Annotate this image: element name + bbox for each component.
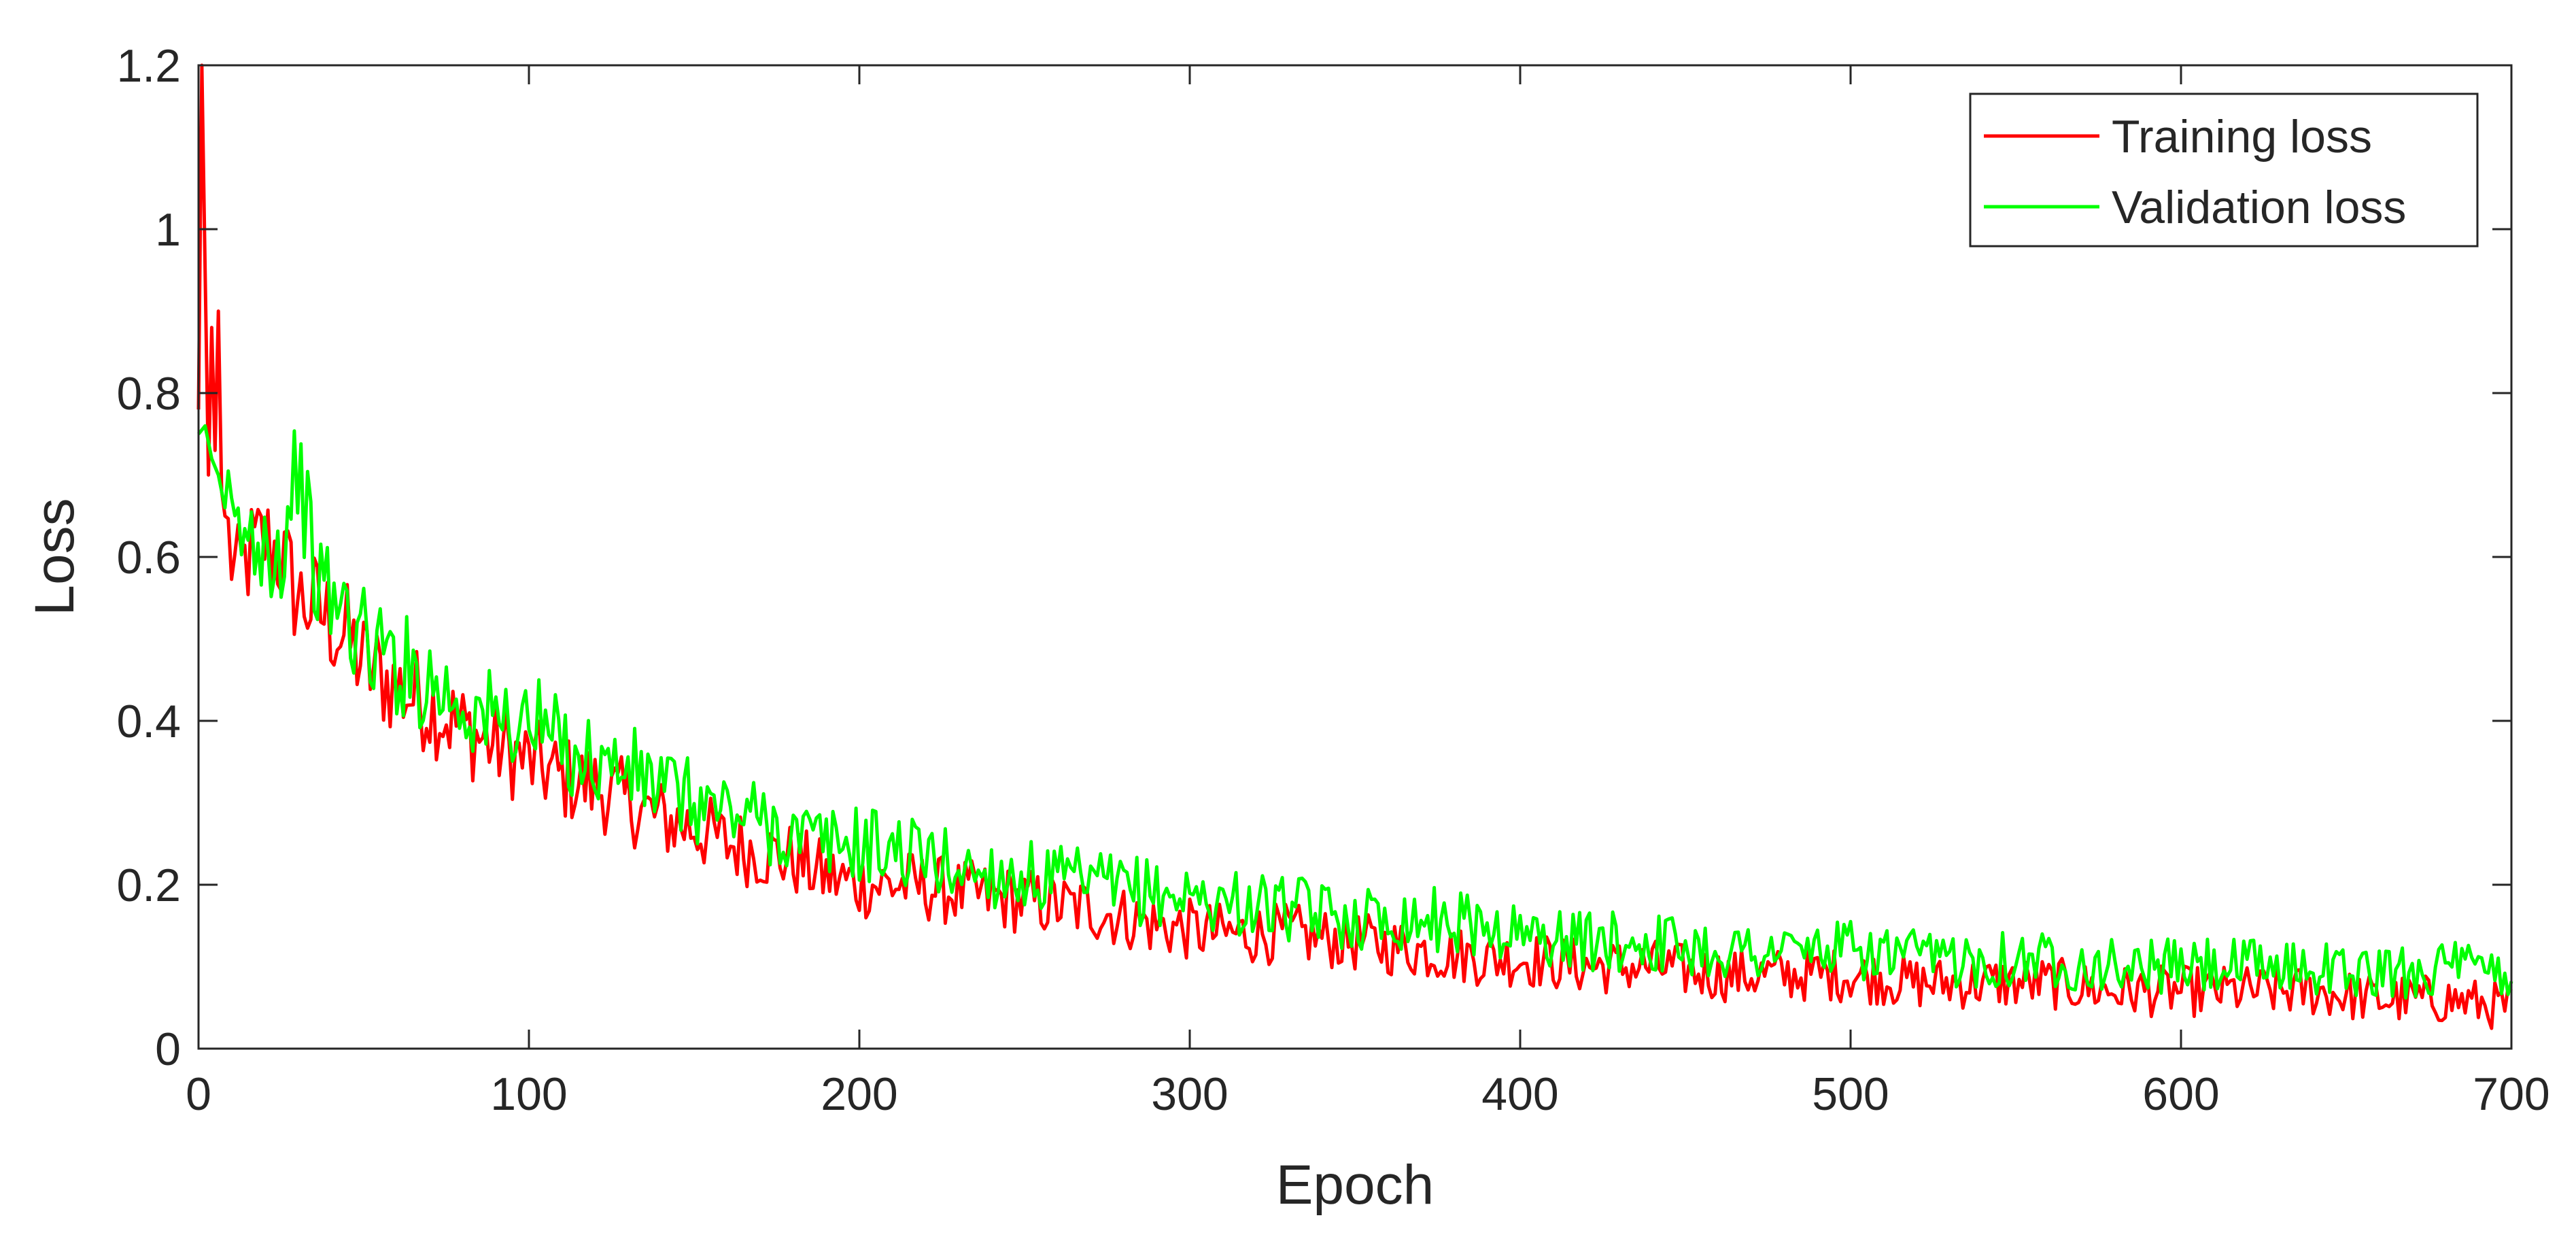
x-tick-label: 200 [821, 1068, 897, 1120]
y-tick-label: 0.8 [116, 368, 181, 420]
series-line-validation-loss [197, 424, 2513, 1000]
x-tick-label: 400 [1481, 1068, 1558, 1120]
x-tick-label: 600 [2142, 1068, 2219, 1120]
y-tick-label: 1.2 [116, 40, 181, 92]
y-axis-label: Loss [24, 498, 86, 615]
legend-box [1969, 92, 2479, 248]
x-tick-label: 700 [2473, 1068, 2549, 1120]
x-tick-label: 100 [490, 1068, 567, 1120]
y-tick-label: 0 [155, 1023, 181, 1075]
tick-layer: 0 100 200 300 400 500 600 700 0 0.2 0.4 0.6 0.8 1 1.2 [116, 40, 2549, 1120]
y-tick-label: 0.6 [116, 532, 181, 583]
x-tick-label: 300 [1151, 1068, 1228, 1120]
legend: Training loss Validation loss [1969, 92, 2479, 248]
series-layer [196, 63, 2513, 1030]
y-tick-label: 0.4 [116, 696, 181, 747]
x-axis-label: Epoch [1276, 1154, 1435, 1216]
legend-label: Validation loss [2112, 182, 2406, 233]
y-tick-label: 1 [155, 204, 181, 256]
y-tick-label: 0.2 [116, 860, 181, 911]
x-tick-label: 500 [1812, 1068, 1889, 1120]
legend-label: Training loss [2112, 111, 2372, 163]
x-tick-label: 0 [186, 1068, 211, 1120]
